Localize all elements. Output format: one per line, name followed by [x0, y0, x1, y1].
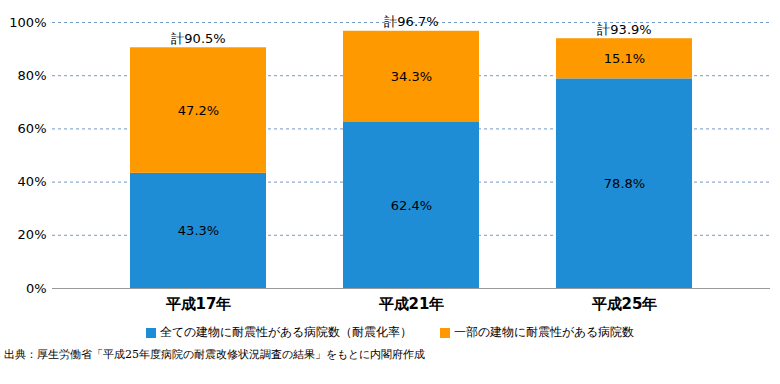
svg-text:60%: 60% — [18, 121, 47, 136]
svg-text:43.3%: 43.3% — [178, 223, 219, 238]
svg-text:62.4%: 62.4% — [391, 198, 432, 213]
svg-text:47.2%: 47.2% — [178, 103, 219, 118]
svg-text:平成17年: 平成17年 — [165, 295, 232, 313]
html-text:全ての建物に耐震性がある病院数（耐震化率）: 全ての建物に耐震性がある病院数（耐震化率） — [160, 325, 412, 339]
svg-text:平成21年: 平成21年 — [378, 295, 445, 313]
html-text:出典：厚生労働省「平成25年度病院の耐震改修状況調査の結果」: 出典：厚生労働省「平成25年度病院の耐震改修状況調査の結果」をもとに内閣府作成 — [4, 348, 425, 361]
svg-text:平成25年: 平成25年 — [591, 295, 658, 313]
svg-text:34.3%: 34.3% — [391, 69, 432, 84]
html-text:一部の建物に耐震性がある病院数: 一部の建物に耐震性がある病院数 — [454, 325, 634, 339]
svg-text:40%: 40% — [18, 174, 47, 189]
svg-text:78.8%: 78.8% — [604, 176, 645, 191]
svg-text:計90.5%: 計90.5% — [171, 31, 225, 46]
svg-text:15.1%: 15.1% — [604, 51, 645, 66]
svg-text:20%: 20% — [18, 227, 47, 242]
svg-text:100%: 100% — [9, 15, 46, 30]
svg-text:80%: 80% — [18, 68, 47, 83]
svg-text:計96.7%: 計96.7% — [384, 14, 438, 29]
svg-text:計93.9%: 計93.9% — [597, 22, 651, 37]
svg-text:0%: 0% — [26, 281, 47, 296]
